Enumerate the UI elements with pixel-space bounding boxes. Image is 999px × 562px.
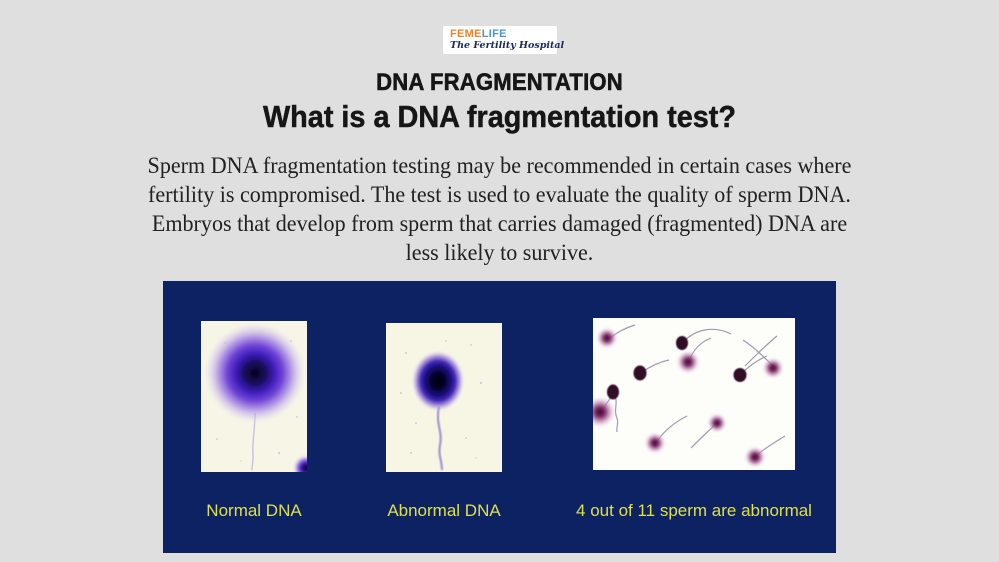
brand-name-part2: LIFE — [481, 28, 507, 41]
paragraph-line: Embryos that develop from sperm that car… — [151, 211, 848, 236]
brand-name: FEMELIFE — [450, 29, 564, 40]
paragraph-line: Sperm DNA fragmentation testing may be r… — [147, 153, 852, 178]
page-subtitle: What is a DNA fragmentation test? — [262, 99, 737, 135]
caption-abnormal-dna: Abnormal DNA — [387, 501, 501, 520]
logo-text: FEMELIFE The Fertility Hospital — [450, 29, 564, 51]
intro-paragraph: Sperm DNA fragmentation testing may be r… — [20, 151, 979, 267]
caption-sperm-count: 4 out of 11 sperm are abnormal — [576, 501, 812, 520]
paragraph-line: less likely to survive. — [405, 240, 594, 265]
brand-name-part1: FEME — [450, 28, 482, 41]
figure-panel: Normal DNA Abnormal DNA 4 out of 11 sper… — [163, 281, 836, 553]
paragraph-line: fertility is compromised. The test is us… — [148, 182, 851, 207]
normal-dna-micrograph — [201, 321, 307, 472]
femelife-logo: FEMELIFE The Fertility Hospital — [443, 26, 564, 54]
brand-tagline: The Fertility Hospital — [450, 40, 565, 52]
sperm-field-micrograph — [593, 318, 795, 470]
abnormal-dna-micrograph — [386, 323, 502, 472]
page-title: DNA FRAGMENTATION — [376, 69, 623, 97]
caption-normal-dna: Normal DNA — [206, 501, 302, 520]
